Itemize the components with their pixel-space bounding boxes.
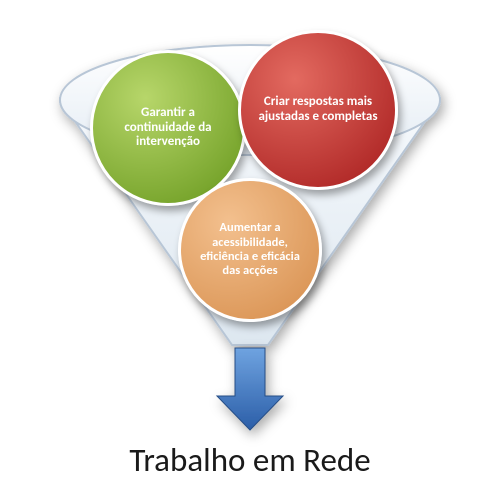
- bubble-accessibility: Aumentar a acessibilidade, eficiência e …: [178, 178, 322, 322]
- diagram-stage: Garantir a continuidade da intervenção C…: [0, 0, 500, 504]
- bubble-continuity-label: Garantir a continuidade da intervenção: [107, 106, 229, 151]
- bubble-accessibility-label: Aumentar a acessibilidade, eficiência e …: [195, 221, 305, 279]
- bubble-responses: Criar respostas mais ajustadas e complet…: [238, 30, 398, 190]
- output-arrow: [217, 348, 283, 430]
- diagram-title: Trabalho em Rede: [0, 440, 500, 480]
- bubble-responses-label: Criar respostas mais ajustadas e complet…: [255, 95, 381, 125]
